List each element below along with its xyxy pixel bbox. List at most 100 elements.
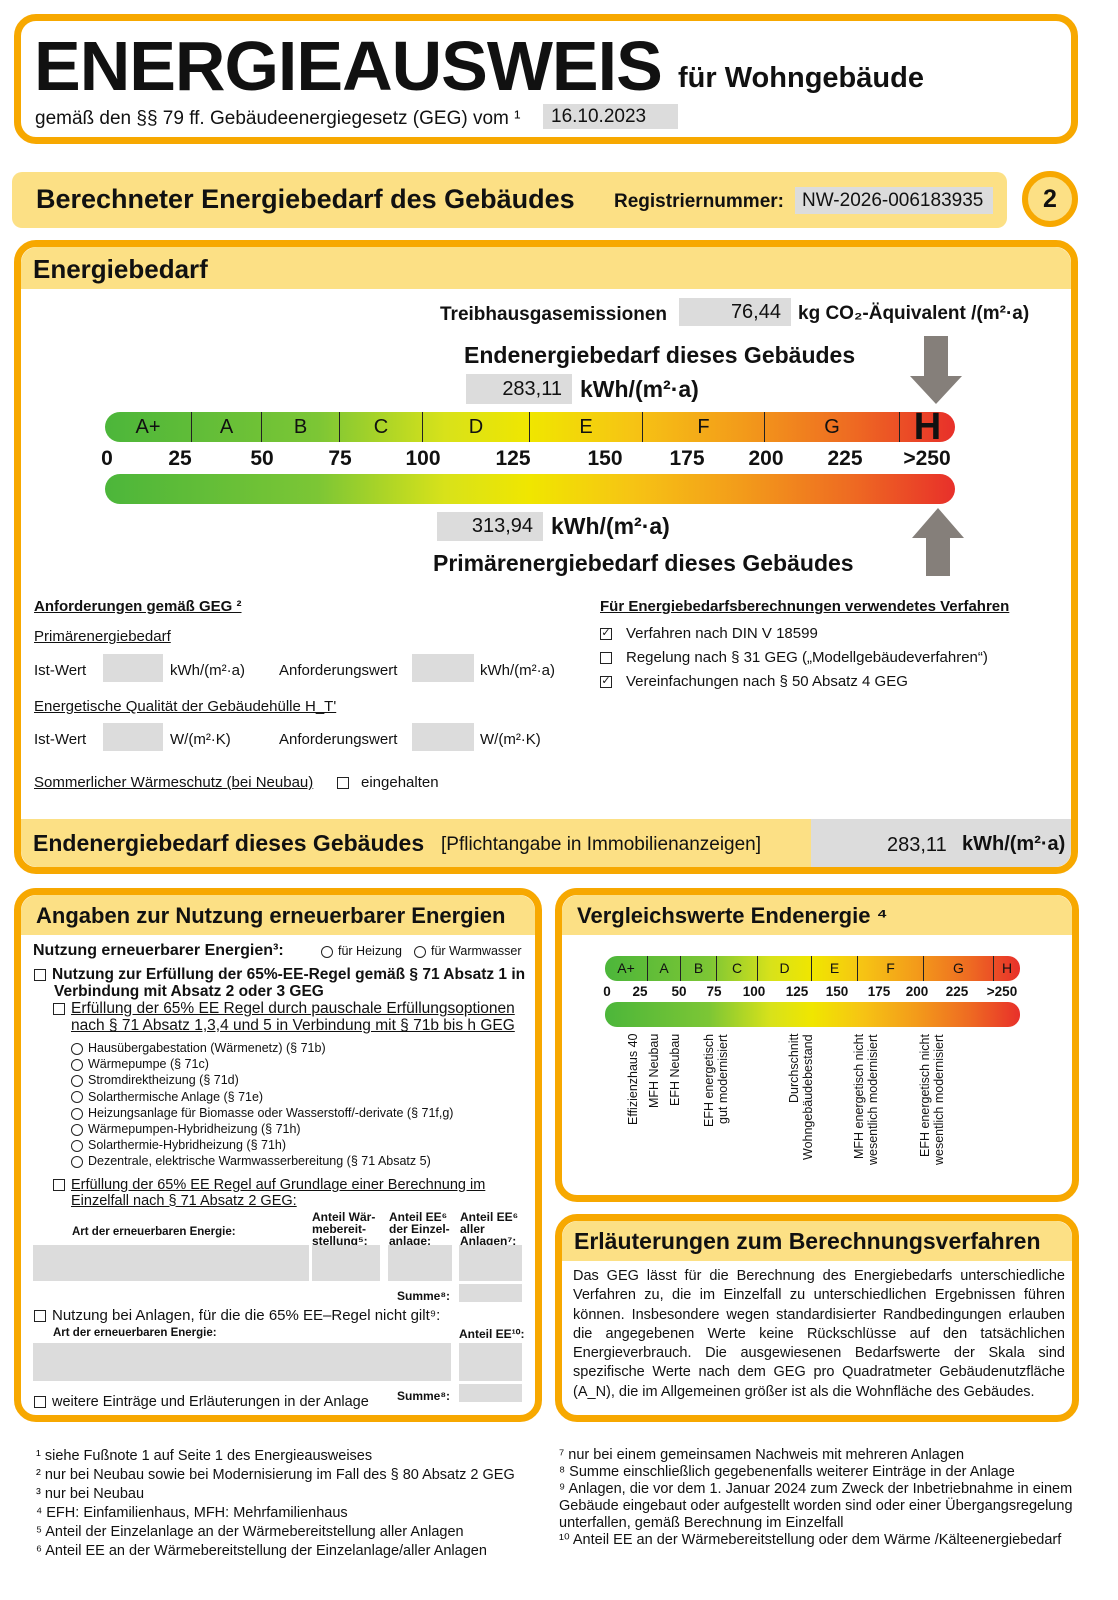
vergleich-tick: >250	[986, 984, 1018, 999]
ee-option[interactable]: Wärmepumpen-Hybridheizung (§ 71h)	[71, 1121, 528, 1137]
energy-class-F: F	[643, 412, 765, 442]
vergleich-box	[555, 888, 1079, 1202]
radio[interactable]	[71, 1123, 83, 1136]
ee-warmwasser[interactable]: für Warmwasser	[414, 944, 522, 958]
verfahren-item[interactable]: ✓ Vereinfachungen nach § 50 Absatz 4 GEG	[600, 670, 988, 694]
scale-tick: 150	[587, 447, 623, 470]
verfahren-label: Regelung nach § 31 GEG („Modellgebäudeve…	[626, 649, 988, 666]
anf-field-1[interactable]	[412, 654, 474, 682]
pflicht-note: [Pflichtangabe in Immobilienanzeigen]	[441, 834, 762, 855]
endenergie-label: Endenergiebedarf dieses Gebäudes	[464, 342, 856, 368]
checkbox[interactable]	[34, 1396, 46, 1409]
art-label: Art der erneuerbaren Energie:	[72, 1226, 236, 1238]
ee-option[interactable]: Stromdirektheizung (§ 71d)	[71, 1072, 528, 1088]
checkbox[interactable]	[53, 1178, 65, 1191]
footnote: ⁴ EFH: Einfamilienhaus, MFH: Mehrfamilie…	[36, 1505, 348, 1521]
vergleich-class-D: D	[758, 956, 812, 981]
ee-nicht[interactable]: Nutzung bei Anlagen, für die die 65% EE–…	[34, 1307, 440, 1324]
radio[interactable]	[71, 1058, 83, 1071]
vergleich-label: EFH energetisch gut modernisiert	[702, 1034, 730, 1128]
scale-tick: 100	[405, 447, 441, 470]
checkbox[interactable]	[337, 777, 349, 790]
ee-option[interactable]: Wärmepumpe (§ 71c)	[71, 1056, 528, 1072]
ee-pauschal[interactable]: Erfüllung der 65% EE Regel durch pauscha…	[53, 1000, 528, 1034]
col3: Anteil EE⁶ aller Anlagen⁷:	[460, 1210, 519, 1248]
energy-class-E: E	[530, 412, 643, 442]
summe-field-1[interactable]	[459, 1284, 522, 1302]
ee-rule[interactable]: Nutzung zur Erfüllung der 65%-EE-Regel g…	[34, 966, 528, 1000]
energy-class-scale	[105, 412, 955, 442]
col3-field[interactable]	[459, 1245, 522, 1281]
checkbox[interactable]	[34, 1310, 46, 1323]
verfahren-title: Für Energiebedarfsberechnungen verwendet…	[600, 598, 1010, 615]
ist-field-1[interactable]	[103, 654, 163, 682]
vergleich-tick: 100	[742, 984, 766, 999]
ee-nutzung: Nutzung erneuerbarer Energien³:	[33, 942, 284, 959]
pauschal-label: Erfüllung der 65% EE Regel durch pauscha…	[71, 1000, 515, 1034]
scale-tick: 200	[748, 447, 784, 470]
radio[interactable]	[71, 1156, 83, 1169]
vergleich-class-A+: A+	[605, 956, 648, 981]
doc-subtitle: für Wohngebäude	[678, 62, 924, 94]
ee-header	[21, 895, 535, 935]
ist-field-2[interactable]	[103, 723, 163, 751]
vergleich-label: EFH Neubau	[668, 1034, 682, 1107]
endenergie-unit: kWh/(m²·a)	[580, 376, 699, 402]
checkbox[interactable]	[34, 968, 46, 981]
radio[interactable]	[321, 945, 333, 958]
req-huelle: Energetische Qualität der Gebäudehülle H…	[34, 698, 337, 715]
energy-class-B: B	[262, 412, 340, 442]
primaer-unit: kWh/(m²·a)	[551, 513, 670, 539]
vergleich-tick: 125	[785, 984, 809, 999]
radio[interactable]	[71, 1091, 83, 1104]
footnote: ² nur bei Neubau sowie bei Modernisierun…	[36, 1467, 515, 1483]
anf-label-2: Anforderungswert	[279, 731, 398, 748]
checkbox[interactable]: ✓	[600, 675, 612, 689]
ee-option[interactable]: Heizungsanlage für Biomasse oder Wassers…	[71, 1105, 528, 1121]
radio[interactable]	[71, 1107, 83, 1120]
rule-label: Nutzung zur Erfüllung der 65%-EE-Regel g…	[52, 966, 526, 1000]
req-prim: Primärenergiebedarf	[34, 628, 171, 645]
sommer-check[interactable]: eingehalten	[337, 774, 439, 791]
option-label: Solarthermie-Hybridheizung (§ 71h)	[88, 1138, 287, 1153]
radio[interactable]	[71, 1139, 83, 1152]
ee-weitere[interactable]: weitere Einträge und Erläuterungen in de…	[34, 1394, 369, 1410]
verfahren-item[interactable]: Regelung nach § 31 GEG („Modellgebäudeve…	[600, 646, 988, 670]
energy-class-A: A	[192, 412, 262, 442]
scale-tick: 125	[495, 447, 531, 470]
checkbox[interactable]	[53, 1002, 65, 1015]
ee-option[interactable]: Solarthermische Anlage (§ 71e)	[71, 1089, 528, 1105]
footnote: ⁶ Anteil EE an der Wärmebereitstellung d…	[36, 1543, 487, 1559]
verfahren-item[interactable]: ✓ Verfahren nach DIN V 18599	[600, 622, 988, 646]
radio[interactable]	[71, 1042, 83, 1055]
scale-tick: 75	[328, 447, 352, 470]
anf-field-2[interactable]	[412, 723, 474, 751]
footnote: ⁷ nur bei einem gemeinsamen Nachweis mit…	[559, 1447, 965, 1463]
art-label-2: Art der erneuerbaren Energie:	[53, 1327, 217, 1339]
vergleich-tick: 150	[825, 984, 849, 999]
ee-option[interactable]: Dezentrale, elektrische Warmwasserbereit…	[71, 1153, 528, 1169]
art-field-2[interactable]	[33, 1343, 451, 1381]
reg-label: Registriernummer:	[614, 191, 784, 212]
ee-einzelfall[interactable]: Erfüllung der 65% EE Regel auf Grundlage…	[53, 1177, 523, 1209]
anteil-field[interactable]	[459, 1343, 522, 1381]
erl-title: Erläuterungen zum Berechnungsverfahren	[574, 1228, 1041, 1254]
summe-field-2[interactable]	[459, 1384, 522, 1402]
vergleich-scale	[605, 956, 1020, 981]
radio[interactable]	[414, 945, 426, 958]
ist-label-2: Ist-Wert	[34, 731, 87, 748]
art-field[interactable]	[33, 1245, 309, 1281]
col2-field[interactable]	[388, 1245, 452, 1281]
ee-heizung[interactable]: für Heizung	[321, 944, 402, 958]
radio[interactable]	[71, 1075, 83, 1088]
checkbox[interactable]: ✓	[600, 627, 612, 641]
energy-class-G: G	[765, 412, 900, 442]
vergleich-tick: 75	[706, 984, 722, 999]
col1-field[interactable]	[312, 1245, 380, 1281]
checkbox[interactable]	[600, 652, 612, 665]
ee-option[interactable]: Hausübergabestation (Wärmenetz) (§ 71b)	[71, 1040, 528, 1056]
vergleich-tick: 25	[632, 984, 648, 999]
col1: Anteil Wär-mebereit-stellung⁵:	[312, 1210, 376, 1248]
ee-nutzung-row: Nutzung erneuerbarer Energien³: für Heiz…	[33, 942, 528, 966]
ee-option[interactable]: Solarthermie-Hybridheizung (§ 71h)	[71, 1137, 528, 1153]
